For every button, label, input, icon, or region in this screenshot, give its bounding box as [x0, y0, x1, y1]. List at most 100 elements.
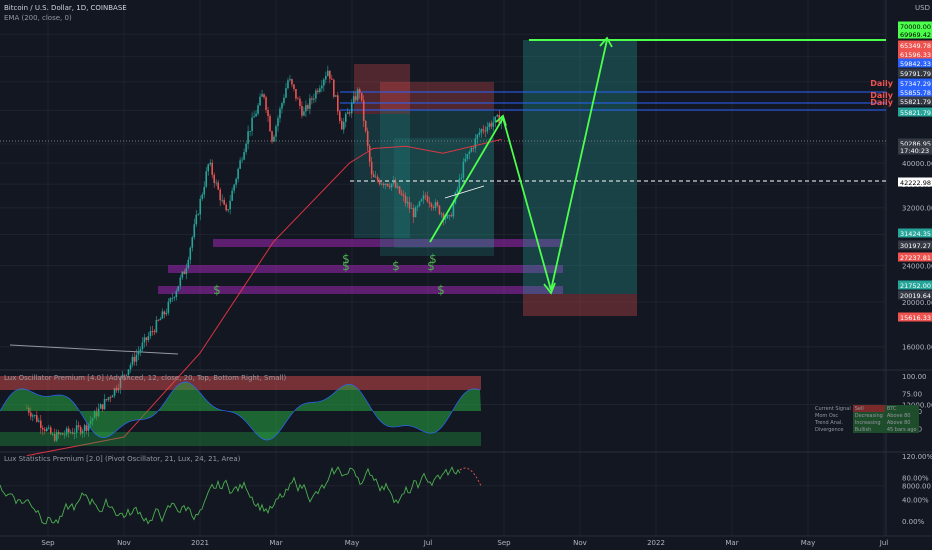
signal-row: Current Signal Sell BTC — [813, 405, 919, 412]
candle-body — [77, 425, 80, 427]
signal-cell: Sell — [852, 405, 885, 412]
candle-body — [81, 431, 84, 434]
price-tag — [898, 280, 932, 290]
candle-body — [251, 117, 253, 132]
signal-cell: 45 bars ago — [884, 426, 919, 433]
candle-body — [121, 374, 124, 378]
price-tag — [898, 29, 932, 39]
price-tag-label: 27237.81 — [900, 254, 931, 262]
price-tag — [898, 87, 932, 97]
candle-body — [253, 116, 255, 118]
candle-body — [39, 420, 42, 428]
chart-title: Bitcoin / U.S. Dollar, 1D, COINBASE — [4, 4, 127, 12]
candle-body — [482, 129, 485, 131]
candle-body — [494, 116, 497, 123]
candle-body — [113, 388, 116, 396]
ema-legend[interactable]: EMA (200, close, 0) — [4, 14, 72, 22]
candle-body — [55, 432, 58, 441]
candle-body — [313, 98, 315, 100]
candle-body — [388, 185, 391, 188]
price-tag-label: 55821.79 — [900, 98, 931, 106]
candle-body — [344, 113, 347, 123]
oscillator-legend[interactable]: Lux Oscillator Premium [4.0] (Advanced, … — [4, 374, 287, 382]
candle-body — [99, 404, 102, 409]
candle-body — [428, 201, 431, 204]
candle-body — [67, 428, 70, 433]
candle-body — [105, 399, 108, 400]
candle-body — [111, 395, 114, 398]
candle-body — [422, 195, 425, 200]
candle-body — [203, 186, 206, 195]
signal-cell: Above 80 — [884, 419, 919, 426]
candle-body — [235, 178, 237, 185]
support-zone — [168, 265, 563, 273]
candle-body — [129, 364, 132, 370]
candle-body — [468, 151, 471, 154]
candle-body — [340, 120, 343, 130]
candle-body — [390, 183, 393, 188]
candle-body — [45, 428, 48, 431]
price-tag — [898, 40, 932, 50]
candle-body — [484, 130, 487, 132]
grid-lines — [0, 0, 932, 537]
candle-body — [131, 356, 134, 365]
candle-body — [257, 105, 259, 114]
price-tag-label: 55821.79 — [900, 109, 931, 117]
candle-body — [333, 79, 335, 97]
signal-row: Mom Osc Decreasing Above 80 — [813, 412, 919, 419]
candle-body — [217, 182, 219, 190]
dollar-marker: $ — [392, 259, 400, 273]
candle-body — [71, 432, 74, 434]
candle-body — [293, 84, 295, 89]
candle-body — [103, 399, 106, 410]
target-box-inner — [394, 138, 494, 248]
price-tag-label: 61596.33 — [900, 51, 931, 59]
candle-body — [297, 98, 299, 100]
osc-tick-label: 75.00 — [902, 391, 922, 399]
candle-body — [53, 434, 56, 441]
signal-cell: Trend Anal. — [815, 419, 843, 426]
osc-tick-label: 100.00 — [902, 373, 927, 381]
price-tag — [898, 21, 932, 31]
candle-body — [133, 356, 136, 362]
candle-body — [476, 134, 479, 139]
candle-body — [384, 183, 387, 186]
candle-body — [464, 158, 467, 162]
candle-body — [410, 208, 413, 209]
candle-body — [436, 202, 439, 206]
y-tick-label: 40000.00 — [902, 160, 932, 168]
signal-row: Divergence Bullish 45 bars ago — [813, 426, 919, 433]
candle-body — [265, 97, 267, 111]
oscillator-line — [0, 381, 481, 441]
y-tick-label: 16000.00 — [902, 344, 932, 352]
price-tag — [898, 68, 932, 78]
dollar-marker: $ — [213, 283, 221, 297]
candle-body — [478, 132, 481, 135]
candle-body — [249, 131, 251, 132]
dollar-marker: $ — [342, 252, 350, 266]
candle-body — [261, 94, 263, 97]
candle-body — [450, 215, 453, 217]
candle-body — [32, 415, 34, 417]
candle-body — [47, 427, 50, 429]
candle-body — [460, 177, 463, 179]
candle-body — [315, 90, 317, 99]
candle-body — [426, 195, 429, 202]
candle-body — [444, 218, 447, 220]
candle-body — [323, 79, 325, 86]
candle-body — [356, 89, 359, 100]
candle-body — [311, 98, 313, 100]
candle-body — [374, 176, 377, 178]
x-tick-label: May — [345, 539, 359, 547]
candle-body — [338, 111, 341, 121]
price-tag-label: 42222.98 — [900, 179, 931, 187]
candle-body — [488, 123, 491, 127]
candle-body — [382, 183, 385, 186]
statistics-legend[interactable]: Lux Statistics Premium [2.0] (Pivot Osci… — [4, 455, 241, 463]
candle-body — [350, 102, 353, 114]
candle-body — [259, 96, 261, 106]
candle-body — [49, 427, 52, 435]
candle-body — [376, 176, 379, 181]
ema-200 — [26, 138, 502, 457]
